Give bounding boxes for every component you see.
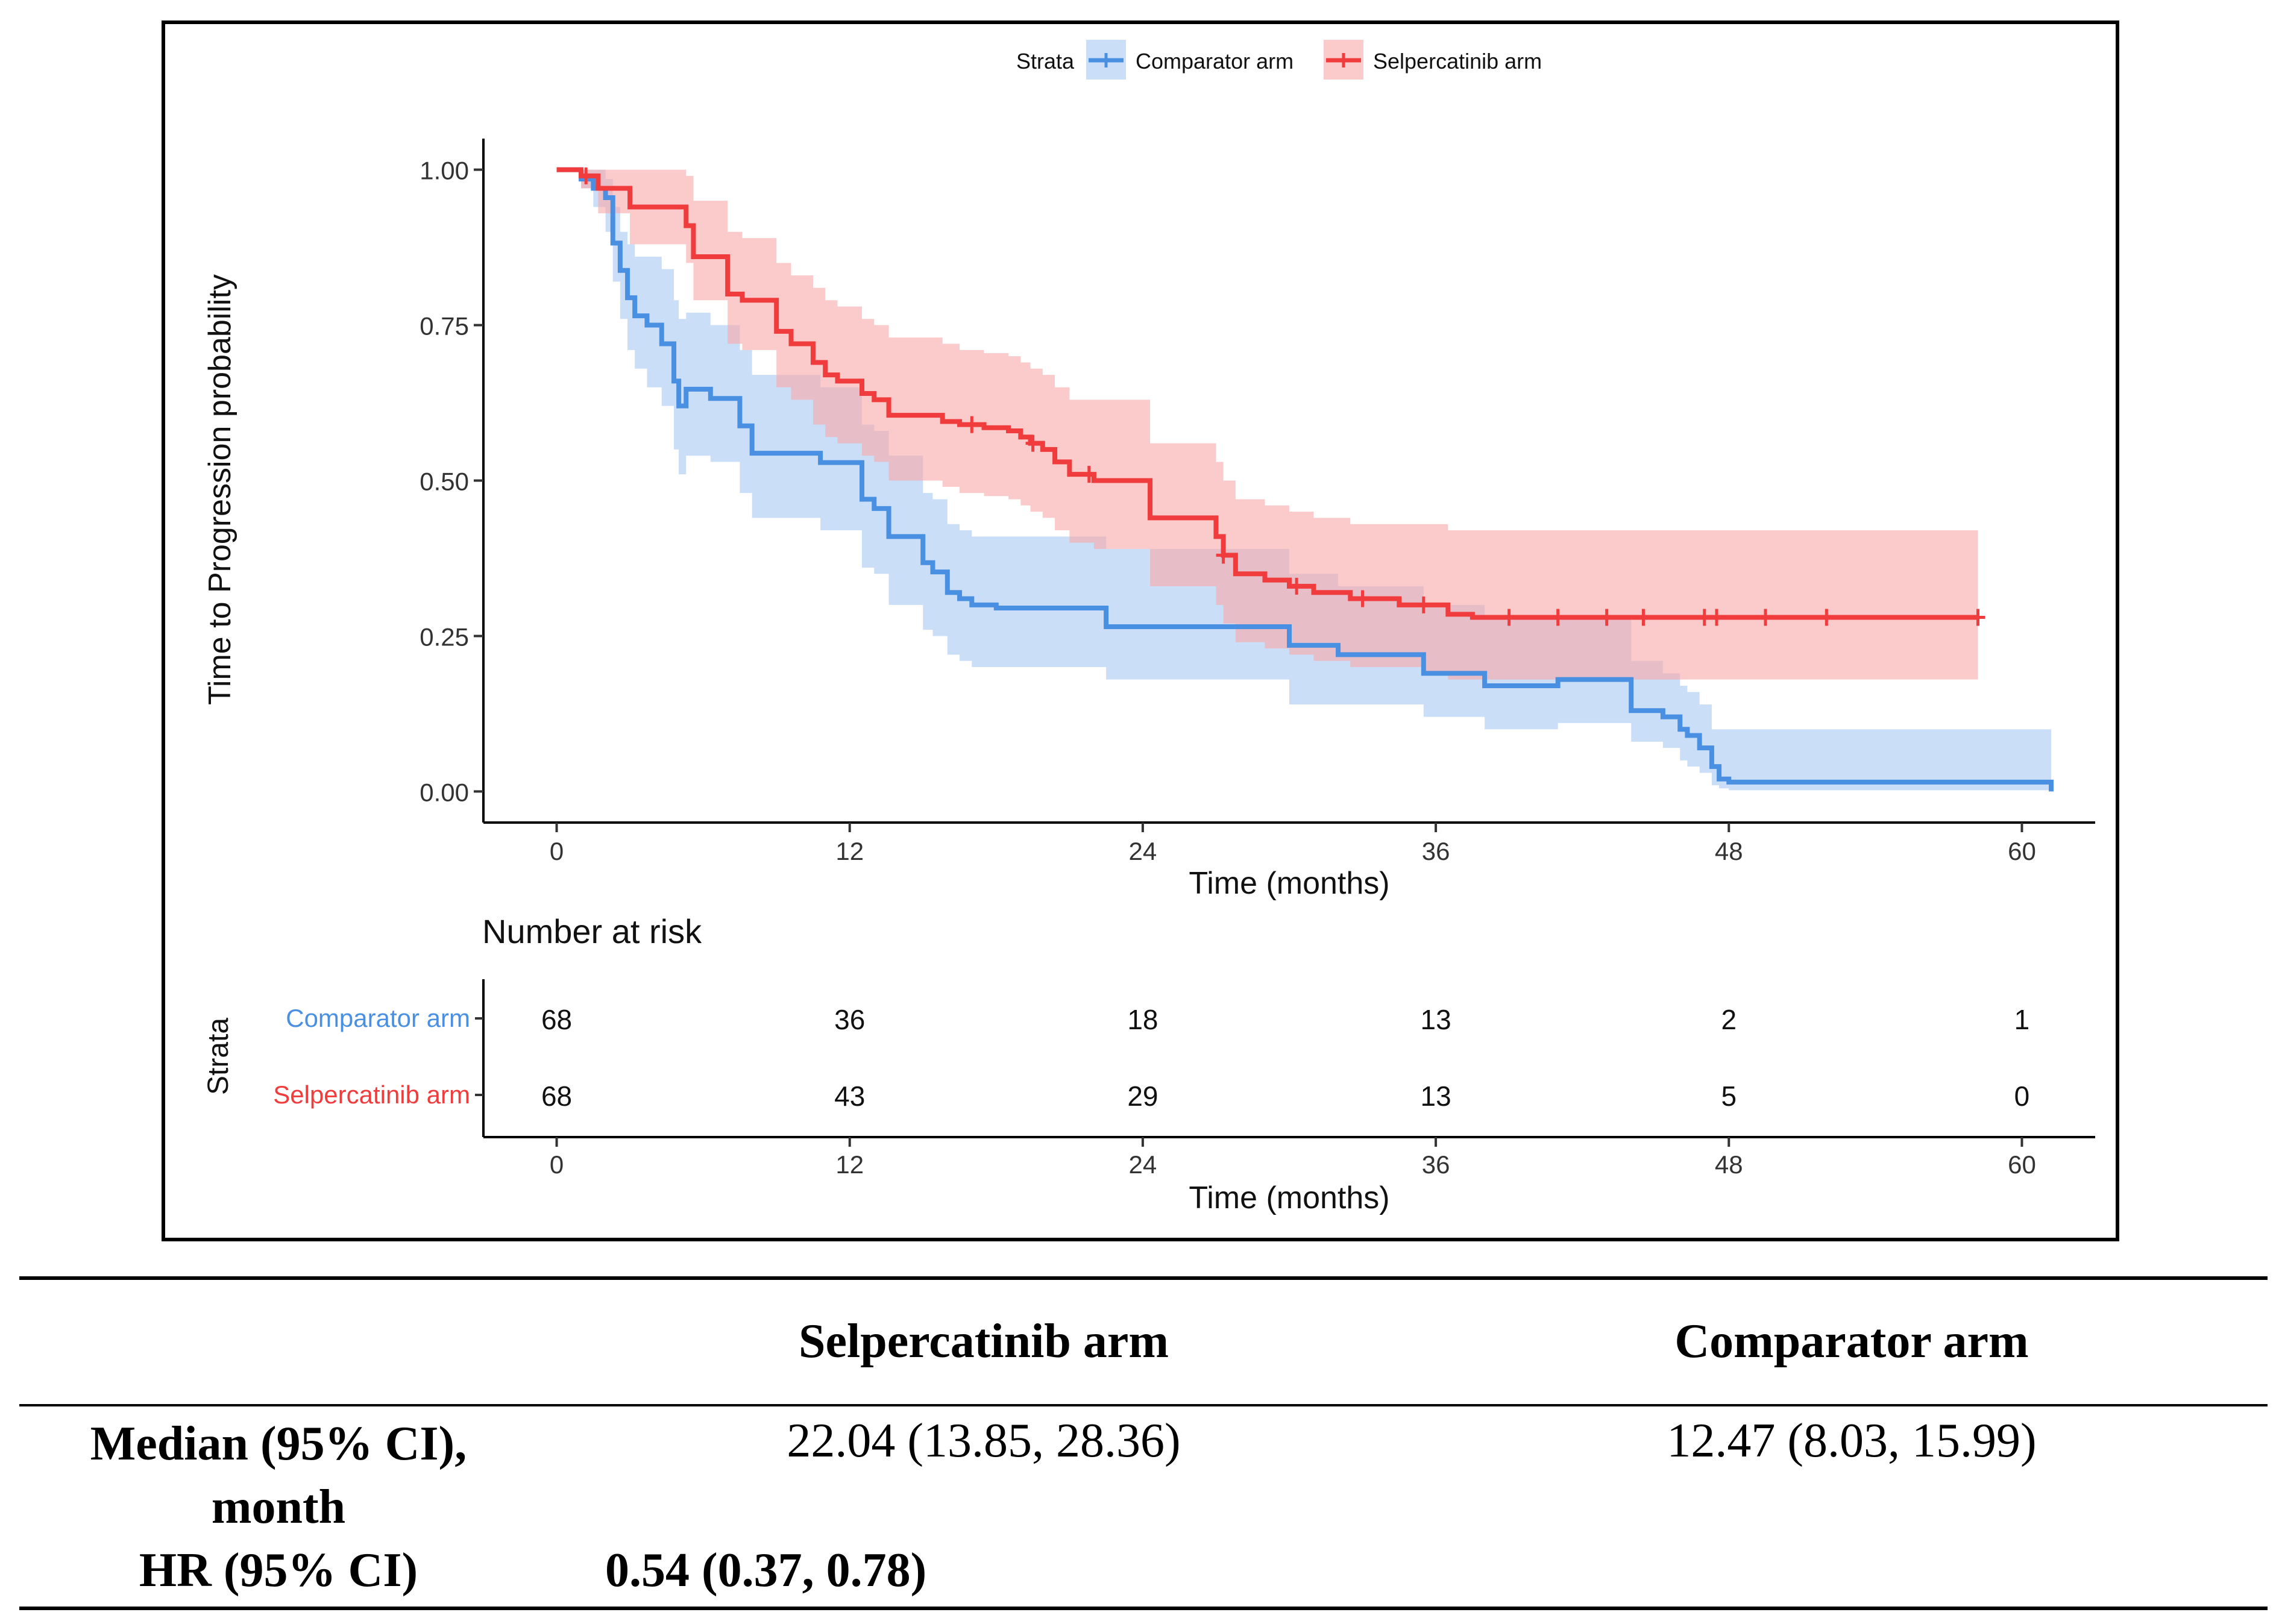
censor-mark — [1416, 596, 1431, 613]
ci-band-selpercatinib — [556, 169, 1978, 680]
y-axis-title: Time to Progression probability — [203, 274, 237, 705]
censor-mark — [1636, 609, 1651, 626]
risk-count: 29 — [1127, 1080, 1158, 1112]
table-top-rule — [19, 1276, 2268, 1280]
figure-frame: 0.00 0.25 0.50 0.75 1.00 0 12 24 36 48 60 Time (mon… — [162, 20, 2119, 1241]
risk-x-tick-label: 48 — [1715, 1150, 1743, 1179]
risk-count: 2 — [1721, 1004, 1737, 1035]
risk-count: 5 — [1721, 1080, 1737, 1112]
legend-title: Strata — [1016, 49, 1075, 74]
risk-x-tick-label: 60 — [2008, 1150, 2036, 1179]
x-tick-label: 48 — [1715, 837, 1743, 865]
x-tick-label: 60 — [2008, 837, 2036, 865]
median-comparator-value: 12.47 (8.03, 15.99) — [1667, 1414, 2037, 1467]
risk-count: 13 — [1421, 1004, 1451, 1035]
legend-entry: Selpercatinib arm — [1373, 49, 1542, 74]
risk-table-title: Number at risk — [482, 912, 702, 950]
y-tick-label: 0.50 — [420, 468, 469, 496]
censor-mark — [1970, 609, 1985, 626]
y-tick-label: 0.25 — [420, 622, 469, 651]
censor-mark — [1819, 609, 1834, 626]
risk-row-label: Selpercatinib arm — [273, 1080, 470, 1109]
median-label-line2: month — [211, 1481, 346, 1534]
risk-x-tick-label: 0 — [550, 1150, 564, 1179]
y-tick-label: 1.00 — [420, 157, 469, 185]
censor-mark — [1758, 609, 1773, 626]
censor-mark — [1025, 434, 1040, 452]
risk-y-title: Strata — [203, 1018, 234, 1095]
risk-count: 13 — [1421, 1080, 1451, 1112]
censor-mark — [1289, 577, 1304, 595]
median-label-line1: Median (95% CI), — [90, 1417, 467, 1470]
risk-count: 68 — [541, 1080, 572, 1112]
risk-row-label: Comparator arm — [286, 1004, 470, 1032]
risk-x-axis-title: Time (months) — [1189, 1180, 1389, 1215]
x-tick-label: 12 — [835, 837, 864, 865]
risk-x-tick-label: 36 — [1422, 1150, 1450, 1179]
censor-mark — [1709, 609, 1724, 626]
censor-mark — [579, 167, 594, 184]
hr-value: 0.54 (0.37, 0.78) — [605, 1544, 927, 1597]
censor-mark — [1697, 609, 1712, 626]
ci-band-comparator — [556, 169, 2052, 792]
header-selpercatinib: Selpercatinib arm — [798, 1315, 1169, 1368]
x-tick-label: 24 — [1129, 837, 1157, 865]
y-tick-label: 0.00 — [420, 778, 469, 806]
hr-label: HR (95% CI) — [139, 1544, 418, 1597]
km-curve-selpercatinib — [556, 167, 1978, 620]
summary-table: Selpercatinib arm Comparator arm Median … — [19, 1276, 2268, 1614]
km-curve-comparator — [556, 167, 2054, 792]
risk-count: 36 — [834, 1004, 865, 1035]
risk-x-tick-label: 24 — [1129, 1150, 1157, 1179]
risk-count: 68 — [541, 1004, 572, 1035]
table-bottom-rule — [19, 1607, 2268, 1610]
x-tick-label: 0 — [550, 837, 564, 865]
censor-mark — [1216, 547, 1231, 564]
risk-x-tick-label: 12 — [835, 1150, 864, 1179]
header-comparator: Comparator arm — [1674, 1315, 2029, 1368]
censor-mark — [1550, 609, 1565, 626]
censor-mark — [1355, 590, 1370, 607]
x-tick-label: 36 — [1422, 837, 1450, 865]
legend-entry: Comparator arm — [1136, 49, 1294, 74]
censor-mark — [1081, 466, 1096, 483]
censor-mark — [1501, 609, 1517, 626]
censor-mark — [1599, 609, 1614, 626]
y-tick-label: 0.75 — [420, 312, 469, 340]
risk-count: 18 — [1127, 1004, 1158, 1035]
median-selpercatinib-value: 22.04 (13.85, 28.36) — [787, 1414, 1181, 1467]
table-header-rule — [19, 1404, 2268, 1406]
censor-mark — [964, 416, 979, 433]
risk-count: 43 — [834, 1080, 865, 1112]
risk-count: 0 — [2014, 1080, 2030, 1112]
x-axis-title: Time (months) — [1189, 866, 1389, 901]
risk-count: 1 — [2014, 1004, 2030, 1035]
